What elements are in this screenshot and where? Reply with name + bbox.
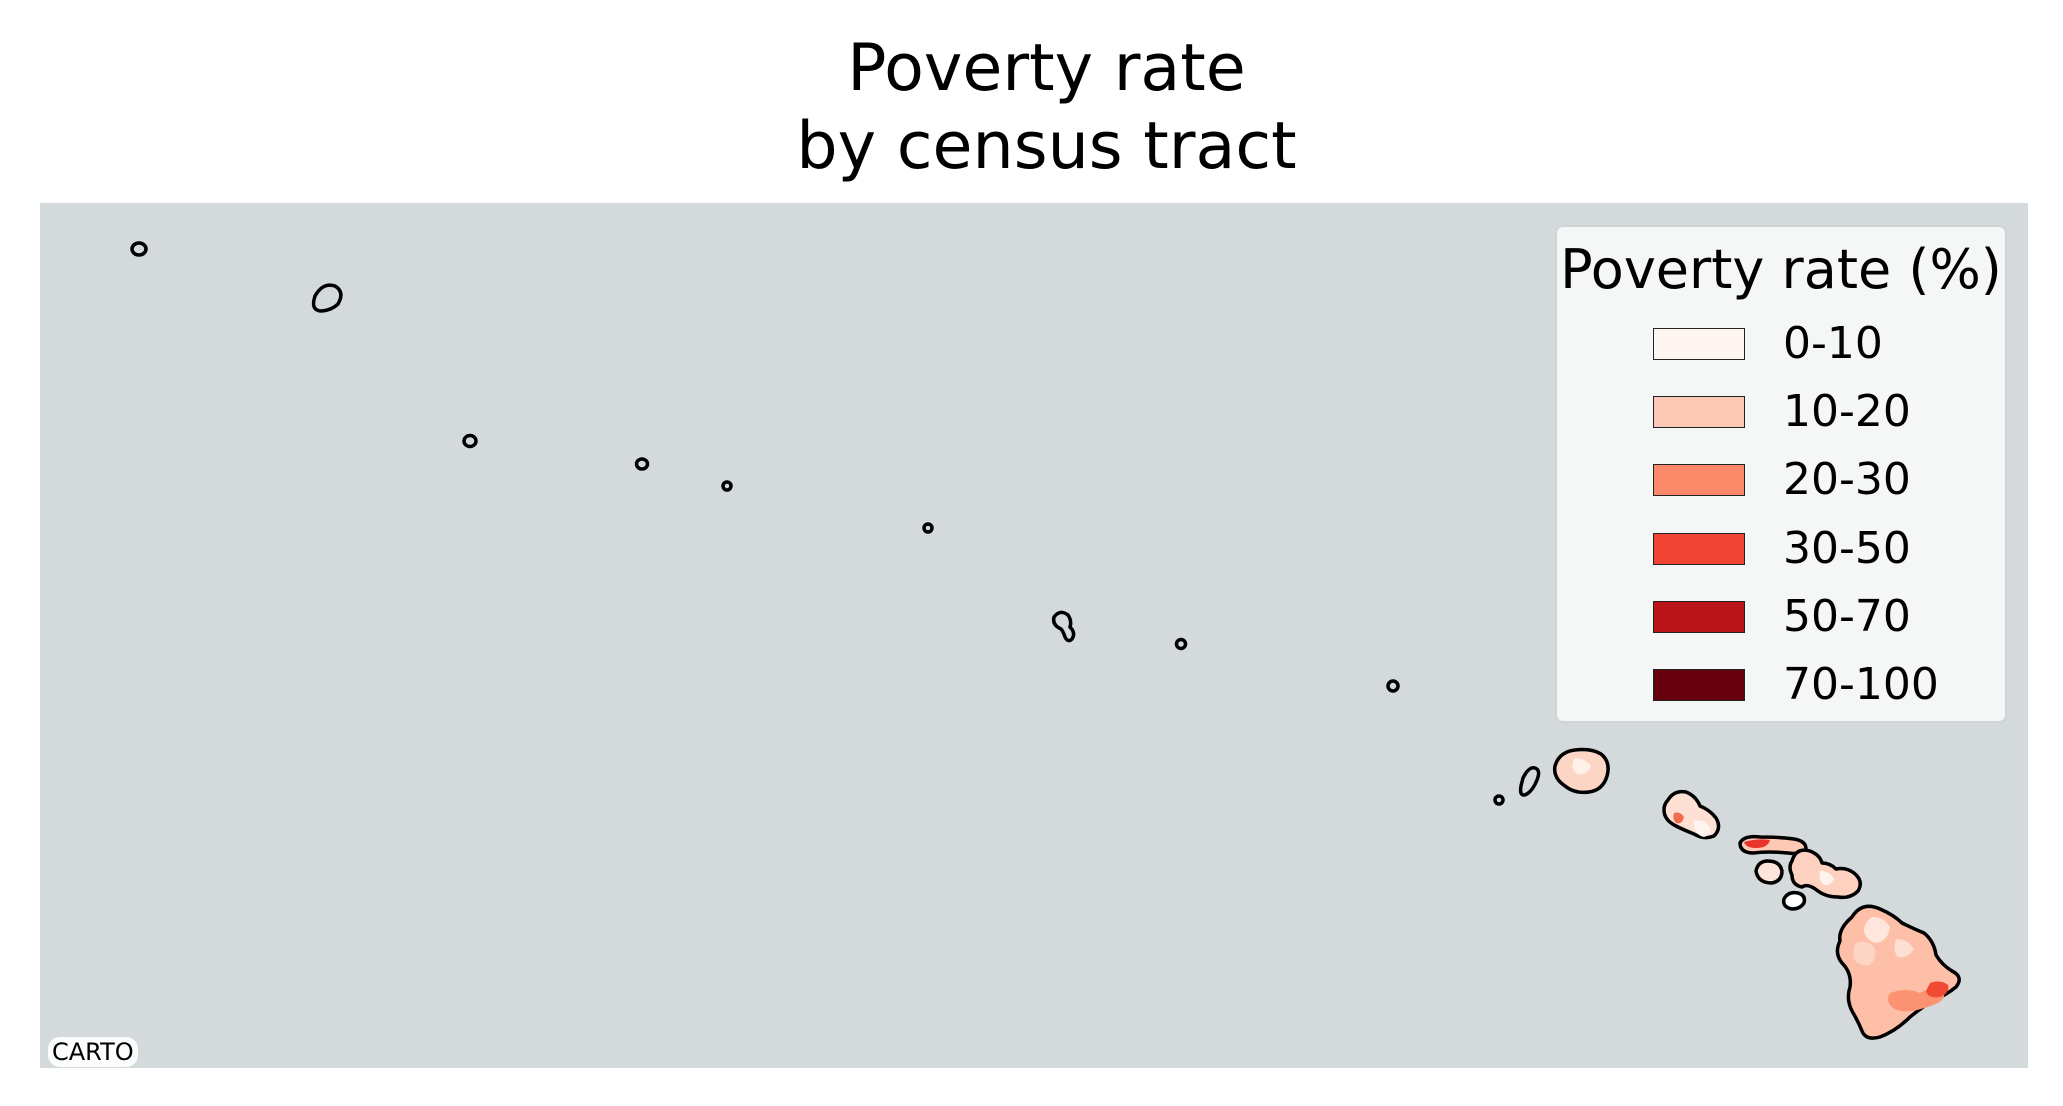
- legend-swatch: [1653, 601, 1745, 633]
- map-canvas[interactable]: Poverty rate (%) 0-10 10-20 20-30 30-50 …: [40, 203, 2028, 1068]
- tract-hawaii: [1853, 941, 1876, 966]
- island-outline: [1386, 679, 1400, 693]
- tract-hawaii: [1894, 939, 1914, 958]
- island-outline: [1518, 765, 1541, 797]
- legend-label: 10-20: [1783, 386, 1911, 437]
- tract-maui: [1819, 871, 1834, 886]
- island-layer: [130, 241, 1961, 1040]
- tract-kauai: [1572, 758, 1591, 775]
- island-hawaii: [1835, 904, 1961, 1040]
- tract-oahu: [1673, 812, 1684, 824]
- island-outline: [634, 457, 650, 471]
- legend-title: Poverty rate (%): [1560, 238, 2002, 301]
- island-outline: [721, 480, 733, 492]
- tract-molokai: [1744, 839, 1770, 848]
- legend-label: 0-10: [1783, 318, 1883, 369]
- island-outline: [1493, 794, 1505, 806]
- island-oahu: [1662, 789, 1721, 840]
- tract-hawaii: [1864, 917, 1890, 943]
- island-outline: [130, 241, 148, 257]
- legend-swatch: [1653, 464, 1745, 496]
- island-outline: [311, 283, 343, 313]
- island-outline: [922, 522, 934, 534]
- legend-swatch: [1653, 328, 1745, 360]
- island-outline: [1051, 610, 1076, 643]
- legend-label: 50-70: [1783, 591, 1911, 642]
- legend-swatch: [1653, 396, 1745, 428]
- legend: Poverty rate (%) 0-10 10-20 20-30 30-50 …: [1555, 225, 2007, 723]
- title-line-2: by census tract: [796, 109, 1297, 184]
- legend-label: 70-100: [1783, 659, 1939, 710]
- title-line-1: Poverty rate: [847, 31, 1246, 106]
- map-title: Poverty rate by census tract: [0, 30, 2063, 186]
- legend-swatch: [1653, 533, 1745, 565]
- legend-label: 20-30: [1783, 454, 1911, 505]
- tract-oahu: [1694, 820, 1711, 837]
- basemap-attribution: CARTO: [48, 1037, 138, 1067]
- legend-swatch: [1653, 669, 1745, 701]
- island-kahoolawe: [1781, 890, 1807, 911]
- island-lanai: [1754, 859, 1784, 885]
- island-outline: [1174, 637, 1188, 651]
- legend-label: 30-50: [1783, 523, 1911, 574]
- island-outline: [462, 433, 478, 449]
- tract-hawaii: [1926, 981, 1949, 998]
